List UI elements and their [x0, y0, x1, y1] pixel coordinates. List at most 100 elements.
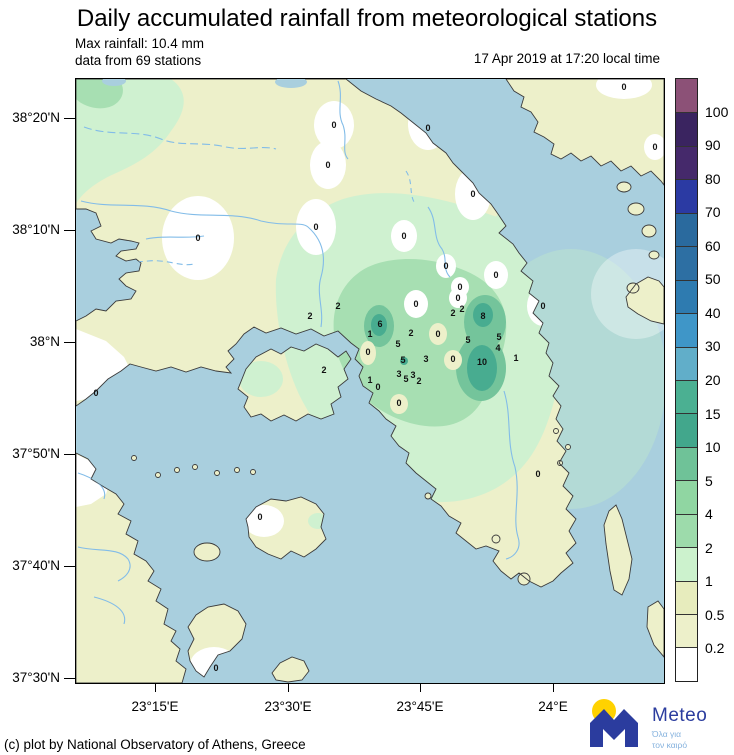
station-value: 0: [535, 469, 540, 479]
rivers: [77, 80, 520, 625]
x-tick: [288, 683, 289, 692]
station-value: 0: [450, 354, 455, 364]
station-value: 0: [652, 142, 657, 152]
station-value: 0: [493, 270, 498, 280]
station-value: 3: [423, 354, 428, 364]
colorbar-segment: [676, 379, 697, 414]
station-value: 0: [313, 222, 318, 232]
colorbar-segment: [676, 212, 697, 247]
station-value: 1: [367, 329, 372, 339]
colorbar-segment: [676, 346, 697, 380]
colorbar-segment: [676, 279, 697, 314]
colorbar-segment: [676, 547, 697, 581]
colorbar-level-label: 30: [705, 338, 721, 355]
station-value: 6: [377, 319, 382, 329]
station-value: 2: [335, 301, 340, 311]
colorbar-segment: [676, 246, 697, 280]
map-panel: 0 0 0 0 0 0 0 0 0 0 0 0 0 0 0 2 2 2 2 6 1 2 0 5 5 4 8 0 10 1 5 5 3 3 5 3 2 0 2…: [75, 78, 665, 684]
max-rainfall-text: Max rainfall: 10.4 mm: [75, 36, 205, 51]
station-value: 0: [195, 233, 200, 243]
logo-name: Meteo: [652, 705, 708, 726]
x-tick: [155, 683, 156, 692]
y-tick: [64, 118, 75, 119]
station-value: 0: [365, 347, 370, 357]
colorbar-segment: [676, 480, 697, 514]
colorbar-level-label: 20: [705, 372, 721, 388]
colorbar-level-label: 2: [705, 539, 713, 556]
station-value: 0: [435, 329, 440, 339]
colorbar-level-label: 0.2: [705, 640, 725, 657]
logo-m-icon: [590, 709, 638, 747]
x-tick-label: 23°30'E: [264, 699, 312, 714]
station-value: 0: [413, 299, 418, 309]
station-value: 5: [395, 339, 400, 349]
station-value: 1: [513, 353, 518, 363]
colorbar-level-label: 100: [705, 103, 729, 120]
y-tick: [64, 230, 75, 231]
colorbar-level-label: 90: [705, 137, 721, 154]
station-value: 0: [396, 398, 401, 408]
colorbar-segment: [676, 79, 697, 113]
station-value: 2: [450, 308, 455, 318]
colorbar-segment: [676, 647, 697, 681]
colorbar-segment: [676, 145, 697, 180]
colorbar-segment: [676, 580, 697, 614]
station-value: 10: [477, 357, 487, 367]
station-value: 2: [459, 304, 464, 314]
station-value: 0: [457, 282, 462, 292]
x-tick-label: 23°45'E: [396, 699, 444, 714]
x-tick: [553, 683, 554, 692]
station-value: 2: [307, 311, 312, 321]
colorbar: [675, 78, 698, 682]
colorbar-level-label: 1: [705, 573, 713, 590]
meteo-logo-icon: [590, 699, 638, 747]
station-value: 0: [443, 261, 448, 271]
station-value: 8: [480, 311, 485, 321]
datetime-text: 17 Apr 2019 at 17:20 local time: [473, 51, 660, 66]
lakes: [102, 79, 307, 88]
colorbar-segment: [676, 112, 697, 146]
station-value: 5: [400, 355, 405, 365]
colorbar-segment: [676, 513, 697, 548]
y-tick: [64, 454, 75, 455]
plot-annotations: Max rainfall: 10.4 mm data from 69 stati…: [75, 36, 204, 70]
station-value: 0: [540, 301, 545, 311]
y-tick-label: 37°50'N: [12, 446, 60, 461]
colorbar-segment: [676, 179, 697, 213]
colorbar-level-label: 70: [705, 204, 721, 221]
colorbar-segment: [676, 313, 697, 347]
station-value: 2: [408, 328, 413, 338]
meteo-logo: Meteo Όλα για τον καιρό: [578, 691, 734, 753]
station-value: 0: [331, 120, 336, 130]
y-tick: [64, 342, 75, 343]
colorbar-level-label: 0.5: [705, 606, 725, 623]
y-tick-label: 38°10'N: [12, 222, 60, 237]
station-value: 5: [403, 374, 408, 384]
station-value: 0: [455, 293, 460, 303]
station-value: 5: [496, 332, 501, 342]
colorbar-level-label: 50: [705, 271, 721, 288]
y-tick: [64, 566, 75, 567]
station-value: 0: [93, 388, 98, 398]
station-value: 0: [213, 663, 218, 673]
colorbar-level-label: 60: [705, 237, 721, 254]
logo-tagline: Όλα για τον καιρό: [652, 729, 688, 750]
station-value: 0: [621, 82, 626, 92]
y-tick-label: 37°30'N: [12, 670, 60, 685]
station-value: 0: [257, 512, 262, 522]
y-tick-label: 38°N: [29, 334, 60, 349]
station-value: 3: [410, 370, 415, 380]
colorbar-segment: [676, 614, 697, 648]
colorbar-segment: [676, 413, 697, 447]
y-tick: [64, 678, 75, 679]
station-value: 5: [465, 335, 470, 345]
station-value: 0: [425, 123, 430, 133]
station-value: 1: [367, 375, 372, 385]
x-tick-label: 24°E: [538, 699, 568, 714]
colorbar-level-label: 10: [705, 439, 721, 456]
credit-text: (c) plot by National Observatory of Athe…: [4, 737, 306, 752]
colorbar-labels: 100 90 80 70 60 50 40 30 20 15 10 5 4 2 1 0.5 0.2: [705, 78, 734, 682]
station-value: 0: [470, 189, 475, 199]
x-tick-label: 23°15'E: [131, 699, 179, 714]
